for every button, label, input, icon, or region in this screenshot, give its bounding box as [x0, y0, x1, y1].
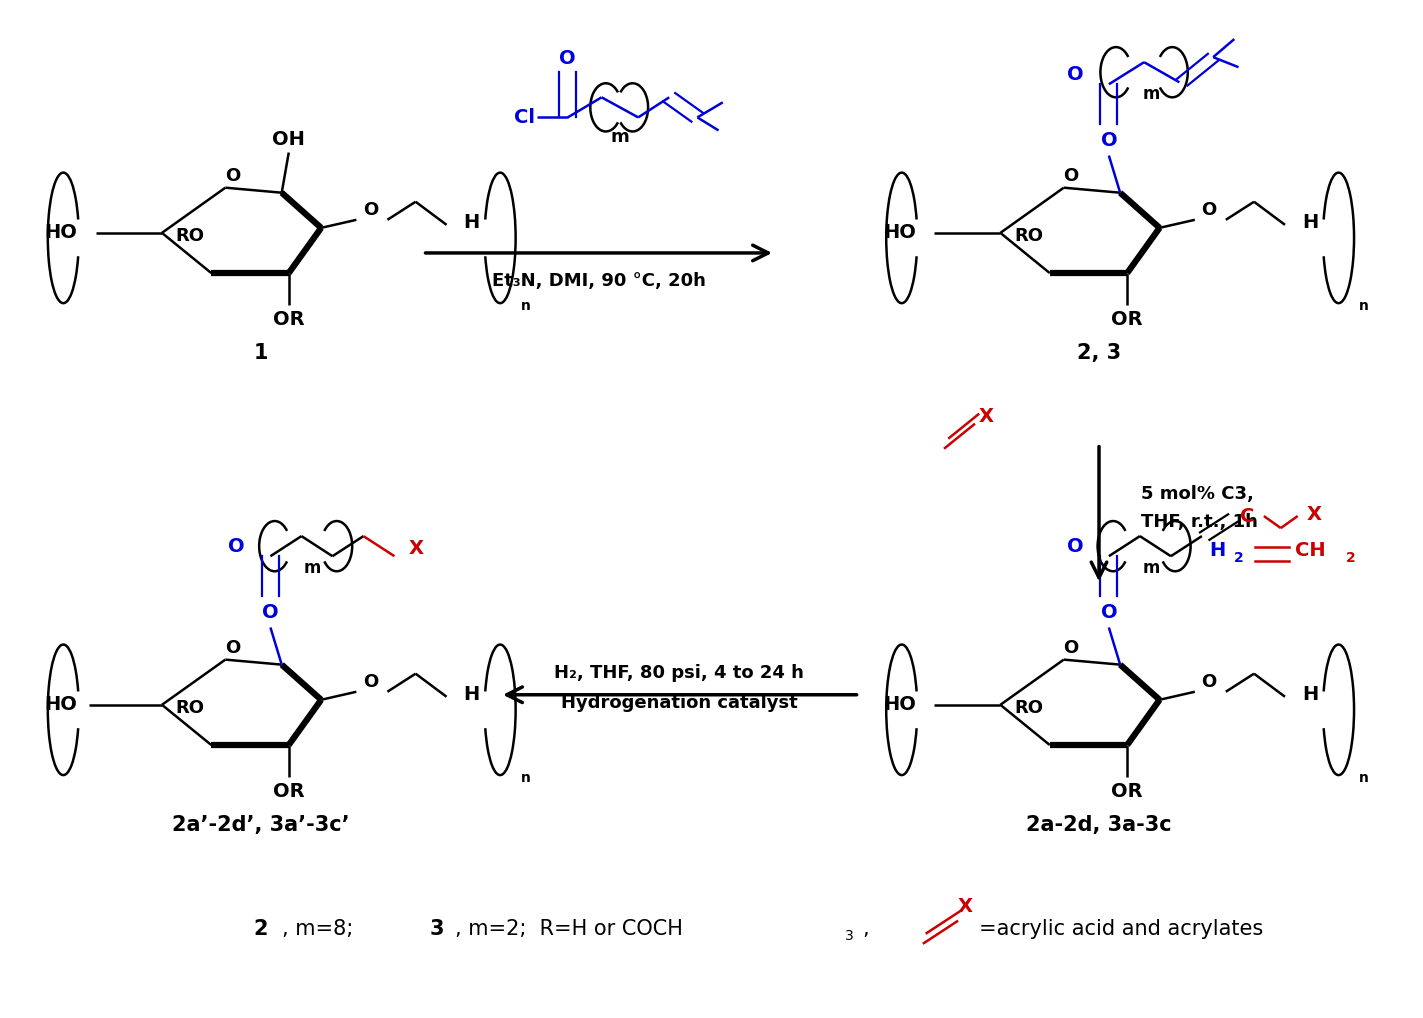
Text: O: O: [1100, 603, 1117, 622]
Text: O: O: [225, 638, 240, 657]
Text: Cl: Cl: [514, 108, 535, 127]
Text: 2: 2: [1346, 551, 1355, 565]
Text: OR: OR: [1111, 309, 1143, 329]
Text: O: O: [1201, 201, 1217, 219]
Text: 2, 3: 2, 3: [1077, 343, 1121, 363]
Text: O: O: [1201, 673, 1217, 690]
Text: 5 mol% C3,: 5 mol% C3,: [1141, 485, 1254, 503]
Text: O: O: [1067, 65, 1083, 83]
Text: n: n: [521, 771, 531, 785]
Text: OH: OH: [272, 130, 305, 149]
Text: 3: 3: [845, 928, 854, 943]
Text: 3: 3: [430, 918, 444, 939]
Text: HO: HO: [882, 695, 916, 715]
Text: OR: OR: [1111, 782, 1143, 800]
Text: n: n: [1359, 771, 1369, 785]
Text: H₂, THF, 80 psi, 4 to 24 h: H₂, THF, 80 psi, 4 to 24 h: [554, 664, 804, 682]
Text: X: X: [979, 407, 993, 427]
Text: RO: RO: [175, 698, 205, 717]
Text: H: H: [1302, 685, 1318, 704]
Text: THF, r.t., 1h: THF, r.t., 1h: [1141, 513, 1258, 531]
Text: 2a’-2d’, 3a’-3c’: 2a’-2d’, 3a’-3c’: [172, 815, 350, 836]
Text: HO: HO: [44, 223, 77, 242]
Text: 2: 2: [1234, 551, 1244, 565]
Text: OR: OR: [273, 782, 305, 800]
Text: H: H: [464, 685, 480, 704]
Text: RO: RO: [175, 227, 205, 245]
Text: CH: CH: [1295, 541, 1325, 560]
Text: X: X: [408, 539, 424, 558]
Text: Hydrogenation catalyst: Hydrogenation catalyst: [561, 694, 797, 712]
Text: O: O: [229, 536, 245, 556]
Text: O: O: [1067, 536, 1083, 556]
Text: O: O: [363, 673, 379, 690]
Text: O: O: [262, 603, 279, 622]
Text: m: m: [1143, 86, 1160, 103]
Text: O: O: [225, 167, 240, 184]
Text: O: O: [1063, 167, 1079, 184]
Text: 2a-2d, 3a-3c: 2a-2d, 3a-3c: [1026, 815, 1171, 836]
Text: n: n: [1359, 299, 1369, 314]
Text: H: H: [464, 214, 480, 232]
Text: RO: RO: [1015, 698, 1043, 717]
Text: X: X: [958, 897, 973, 916]
Text: n: n: [521, 299, 531, 314]
Text: O: O: [363, 201, 379, 219]
Text: HO: HO: [882, 223, 916, 242]
Text: 1: 1: [253, 343, 268, 363]
Text: H: H: [1210, 541, 1225, 560]
Text: m: m: [1143, 559, 1160, 577]
Text: C: C: [1239, 507, 1254, 525]
Text: Et₃N, DMI, 90 °C, 20h: Et₃N, DMI, 90 °C, 20h: [492, 272, 706, 290]
Text: , m=8;: , m=8;: [282, 918, 353, 939]
Text: m: m: [305, 559, 322, 577]
Text: O: O: [559, 49, 576, 67]
Text: 2: 2: [253, 918, 268, 939]
Text: O: O: [1100, 131, 1117, 150]
Text: HO: HO: [44, 695, 77, 715]
Text: X: X: [1306, 505, 1321, 523]
Text: =acrylic acid and acrylates: =acrylic acid and acrylates: [979, 918, 1264, 939]
Text: OR: OR: [273, 309, 305, 329]
Text: RO: RO: [1015, 227, 1043, 245]
Text: H: H: [1302, 214, 1318, 232]
Text: m: m: [610, 128, 629, 147]
Text: , m=2;  R=H or COCH: , m=2; R=H or COCH: [455, 918, 683, 939]
Text: ,: ,: [862, 918, 869, 939]
Text: O: O: [1063, 638, 1079, 657]
